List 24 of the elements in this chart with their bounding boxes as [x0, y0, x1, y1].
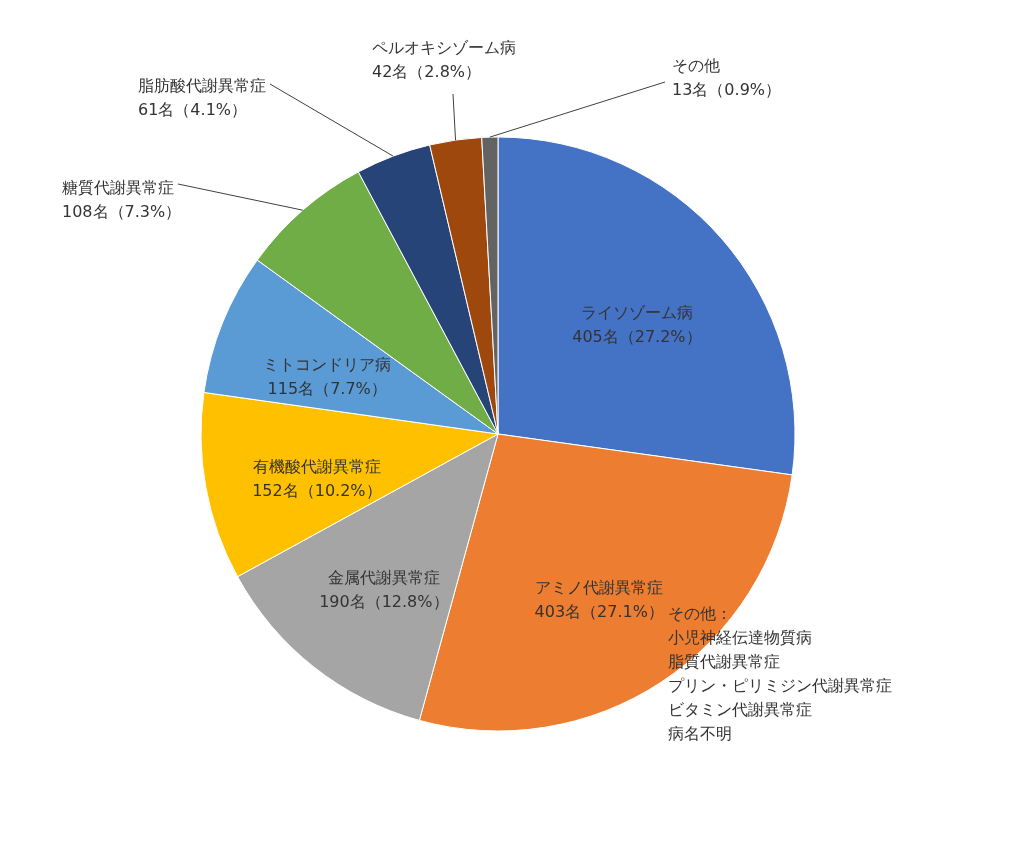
data-label: 190名（12.8%） [319, 592, 449, 612]
text: 病名不明 [668, 724, 732, 743]
slice-label: その他 [672, 56, 720, 75]
slice-label: ミトコンドリア病 [263, 355, 392, 375]
data-label: 13名（0.9%） [672, 80, 782, 99]
data-label: 61名（4.1%） [138, 100, 248, 119]
slice-label: 糖質代謝異常症 [62, 178, 174, 197]
slice-label: 有機酸代謝異常症 [252, 457, 381, 477]
data-label: 108名（7.3%） [62, 202, 182, 221]
slice-label: 金属代謝異常症 [327, 568, 440, 588]
data-label: 152名（10.2%） [252, 481, 382, 501]
text: プリン・ピリミジン代謝異常症 [668, 676, 892, 695]
text: 脂質代謝異常症 [668, 652, 780, 671]
slice-label: 脂肪酸代謝異常症 [138, 76, 266, 95]
slice-label: ペルオキシゾーム病 [372, 38, 516, 57]
data-label: 42名（2.8%） [372, 62, 482, 81]
slice-label: ライソゾーム病 [580, 303, 693, 323]
slice-label: アミノ代謝異常症 [535, 577, 664, 597]
data-label: 403名（27.1%） [534, 601, 664, 621]
data-label: 405名（27.2%） [572, 327, 702, 347]
text: ビタミン代謝異常症 [668, 700, 812, 719]
data-label: 115名（7.7%） [267, 379, 387, 399]
text: その他： [668, 604, 732, 623]
text: 小児神経伝達物質病 [668, 628, 812, 647]
